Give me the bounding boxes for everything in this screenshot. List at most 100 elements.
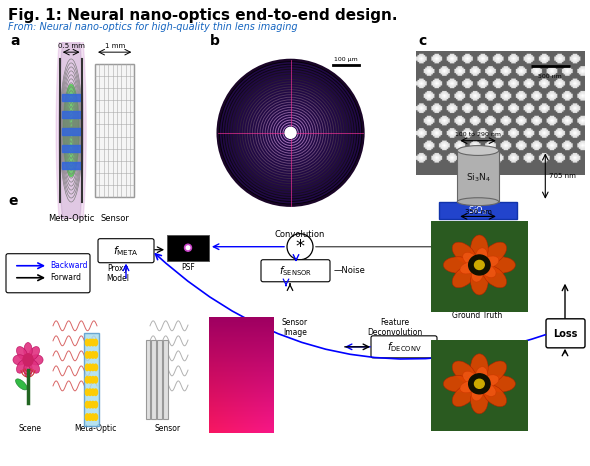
Ellipse shape — [471, 235, 488, 262]
Circle shape — [94, 377, 97, 383]
Bar — [61, 145, 81, 151]
Ellipse shape — [443, 257, 473, 273]
Text: Meta-Optic: Meta-Optic — [48, 213, 94, 223]
Ellipse shape — [463, 253, 478, 266]
Ellipse shape — [17, 360, 28, 373]
Bar — [439, 202, 517, 219]
Text: Proxy
Model: Proxy Model — [107, 264, 129, 283]
Ellipse shape — [17, 347, 28, 360]
Text: 350 nm: 350 nm — [464, 208, 491, 214]
Text: $f_{\mathregular{DECONV}}$: $f_{\mathregular{DECONV}}$ — [386, 340, 421, 354]
Text: Feature
Deconvolution: Feature Deconvolution — [368, 318, 422, 337]
Bar — [61, 163, 81, 169]
Circle shape — [86, 339, 89, 346]
Ellipse shape — [13, 355, 27, 365]
Ellipse shape — [471, 267, 488, 295]
Text: —Noise: —Noise — [334, 266, 366, 275]
Circle shape — [287, 233, 313, 260]
Circle shape — [94, 352, 97, 358]
Circle shape — [185, 244, 192, 251]
Circle shape — [474, 379, 484, 388]
Ellipse shape — [457, 198, 499, 206]
Ellipse shape — [460, 262, 477, 274]
Circle shape — [474, 260, 484, 269]
Circle shape — [468, 255, 490, 275]
Ellipse shape — [486, 257, 516, 273]
FancyBboxPatch shape — [6, 254, 90, 293]
Bar — [61, 111, 81, 117]
Text: c: c — [418, 34, 426, 48]
Circle shape — [23, 354, 33, 366]
Text: b: b — [210, 34, 220, 48]
Ellipse shape — [28, 347, 40, 360]
Bar — [84, 333, 99, 426]
Ellipse shape — [481, 383, 496, 397]
Circle shape — [91, 389, 95, 396]
Ellipse shape — [483, 265, 507, 288]
Text: Ground Truth: Ground Truth — [452, 311, 502, 320]
Circle shape — [86, 364, 89, 370]
Circle shape — [91, 339, 95, 346]
Circle shape — [94, 401, 97, 408]
Ellipse shape — [471, 384, 483, 401]
Text: 100 to 290 nm: 100 to 290 nm — [455, 132, 501, 137]
Circle shape — [86, 352, 89, 358]
Circle shape — [86, 414, 89, 420]
Circle shape — [94, 364, 97, 370]
Ellipse shape — [463, 371, 478, 384]
Ellipse shape — [24, 343, 32, 359]
Ellipse shape — [471, 386, 488, 414]
Text: Si$_3$N$_4$: Si$_3$N$_4$ — [466, 172, 490, 185]
Text: a: a — [10, 34, 19, 48]
Ellipse shape — [452, 242, 476, 265]
Circle shape — [86, 389, 89, 396]
Circle shape — [91, 401, 95, 408]
Ellipse shape — [471, 266, 483, 282]
Text: $f_{\mathregular{META}}$: $f_{\mathregular{META}}$ — [113, 244, 139, 258]
Ellipse shape — [460, 381, 477, 393]
Circle shape — [94, 389, 97, 396]
Text: 705 nm: 705 nm — [549, 173, 576, 179]
Ellipse shape — [486, 376, 516, 392]
Ellipse shape — [476, 367, 487, 383]
Ellipse shape — [483, 361, 507, 384]
Ellipse shape — [443, 376, 473, 392]
Text: From: Neural nano-optics for high-quality thin lens imaging: From: Neural nano-optics for high-qualit… — [8, 22, 297, 32]
Ellipse shape — [457, 145, 499, 156]
Bar — [163, 341, 168, 419]
Circle shape — [91, 352, 95, 358]
Ellipse shape — [483, 242, 507, 265]
Circle shape — [88, 364, 92, 370]
Circle shape — [86, 401, 89, 408]
Bar — [146, 341, 150, 419]
Circle shape — [88, 389, 92, 396]
Ellipse shape — [482, 256, 499, 267]
Ellipse shape — [476, 248, 487, 264]
Bar — [61, 129, 81, 135]
Circle shape — [86, 377, 89, 383]
FancyBboxPatch shape — [371, 336, 437, 358]
Ellipse shape — [482, 375, 499, 386]
Ellipse shape — [452, 361, 476, 384]
Text: 100 μm: 100 μm — [334, 57, 358, 62]
Circle shape — [88, 339, 92, 346]
Bar — [167, 235, 209, 261]
Ellipse shape — [56, 0, 86, 279]
Circle shape — [91, 377, 95, 383]
Ellipse shape — [28, 360, 40, 373]
Circle shape — [91, 364, 95, 370]
Text: $f_{\mathregular{SENSOR}}$: $f_{\mathregular{SENSOR}}$ — [279, 264, 313, 278]
Bar — [61, 95, 81, 101]
Text: *: * — [296, 238, 304, 256]
Circle shape — [88, 377, 92, 383]
Ellipse shape — [452, 384, 476, 407]
Circle shape — [289, 131, 292, 134]
Ellipse shape — [452, 265, 476, 288]
Circle shape — [468, 374, 490, 394]
FancyBboxPatch shape — [261, 260, 330, 282]
Ellipse shape — [15, 379, 27, 390]
Bar — [152, 341, 156, 419]
Text: PSF: PSF — [181, 263, 195, 272]
Circle shape — [287, 129, 294, 137]
Ellipse shape — [59, 7, 84, 254]
